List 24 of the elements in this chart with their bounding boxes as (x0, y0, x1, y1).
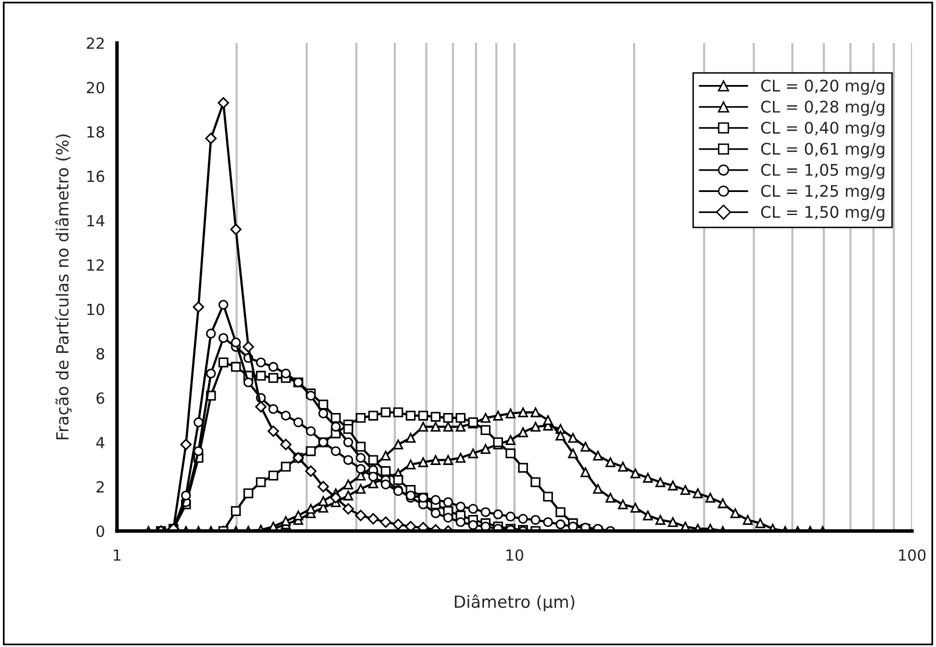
y-tick-label: 10 (87, 304, 104, 316)
y-tick-label: 18 (87, 126, 104, 138)
legend-label: CL = 1,25 mg/g (761, 184, 884, 200)
y-tick-label: 16 (87, 170, 104, 182)
x-tick-label: 100 (899, 549, 926, 561)
y-axis-title: Fração de Partículas no diâmetro (%) (55, 134, 72, 440)
y-tick-label: 14 (87, 215, 104, 226)
y-tick-label: 2 (96, 481, 104, 492)
legend-label: CL = 0,40 mg/g (761, 122, 884, 137)
y-tick-label: 20 (86, 82, 104, 94)
y-tick-label: 0 (96, 525, 104, 538)
y-tick-label: 8 (96, 348, 104, 360)
y-tick-label: 22 (86, 37, 104, 49)
legend-label: CL = 0,20 mg/g (761, 80, 884, 95)
y-tick-label: 4 (96, 436, 104, 448)
x-tick-label: 1 (114, 550, 120, 561)
x-tick-label: 10 (506, 549, 524, 561)
y-tick-label: 12 (87, 259, 104, 271)
legend-label: CL = 1,05 mg/g (761, 164, 884, 179)
legend-label: CL = 1,50 mg/g (761, 206, 884, 222)
legend-label: CL = 0,28 mg/g (761, 100, 884, 116)
x-axis-title: Diâmetro (μm) (454, 594, 574, 612)
legend-label: CL = 0,61 mg/g (761, 142, 884, 158)
y-tick-label: 6 (96, 392, 104, 404)
